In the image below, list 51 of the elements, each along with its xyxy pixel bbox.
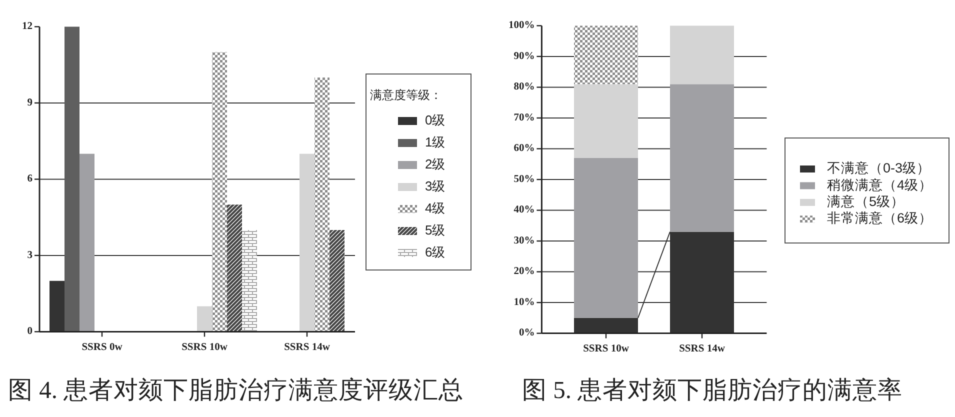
y-tick-label: 6: [27, 174, 32, 185]
bar: [64, 26, 80, 332]
y-tick-label: 10%: [514, 296, 535, 308]
y-tick-label: 9: [27, 97, 32, 108]
legend-label: 5级: [425, 222, 446, 238]
y-tick-label: 30%: [514, 235, 535, 246]
legend-label: 稍微满意（4级）: [827, 177, 933, 192]
legend-label: 1级: [425, 134, 446, 150]
x-tick-label: SSRS 0w: [82, 342, 123, 354]
legend-label: 3级: [425, 178, 446, 194]
bar: [574, 158, 638, 318]
bar: [574, 26, 638, 84]
bar: [330, 230, 344, 332]
bar: [242, 230, 257, 332]
y-tick-label: 60%: [514, 143, 535, 154]
x-tick-label: SSRS 14w: [284, 342, 330, 354]
text: 图 5. 患者对颏下脂肪治疗的满意率: [522, 376, 903, 404]
y-tick-label: 0%: [518, 328, 535, 339]
y-tick-label: 20%: [514, 266, 535, 278]
bar: [574, 318, 638, 334]
y-tick-label: 70%: [514, 112, 535, 124]
legend-label: 满意（5级）: [827, 194, 905, 209]
y-tick-label: 40%: [514, 204, 535, 216]
bar: [314, 78, 330, 332]
bar: [227, 204, 242, 332]
bar: [670, 26, 734, 84]
bar: [50, 280, 64, 332]
bar: [212, 52, 227, 332]
legend-label: 不满意（0-3级）: [827, 160, 931, 176]
y-tick-label: 90%: [514, 50, 535, 62]
text: 图 4. 患者对颏下脂肪治疗满意度评级汇总: [8, 376, 464, 404]
legend-label: 0级: [425, 112, 446, 128]
y-tick-label: 50%: [514, 174, 535, 185]
x-tick-label: SSRS 14w: [679, 344, 726, 355]
bar: [197, 306, 212, 332]
y-tick-label: 12: [22, 21, 32, 32]
x-tick-label: SSRS 10w: [182, 342, 228, 354]
y-tick-label: 80%: [514, 82, 535, 93]
y-tick-label: 0: [27, 326, 32, 338]
legend-title: 满意度等级：: [370, 88, 442, 102]
bar: [300, 154, 314, 332]
legend-label: 6级: [425, 244, 446, 260]
y-tick-label: 3: [27, 250, 32, 261]
legend-label: 4级: [425, 200, 446, 216]
bar: [574, 84, 638, 158]
bar: [670, 84, 734, 232]
bar: [80, 154, 94, 332]
y-tick-label: 100%: [508, 20, 535, 32]
x-tick-label: SSRS 10w: [583, 344, 630, 355]
legend-label: 非常满意（6级）: [827, 210, 933, 226]
legend-label: 2级: [425, 156, 446, 172]
